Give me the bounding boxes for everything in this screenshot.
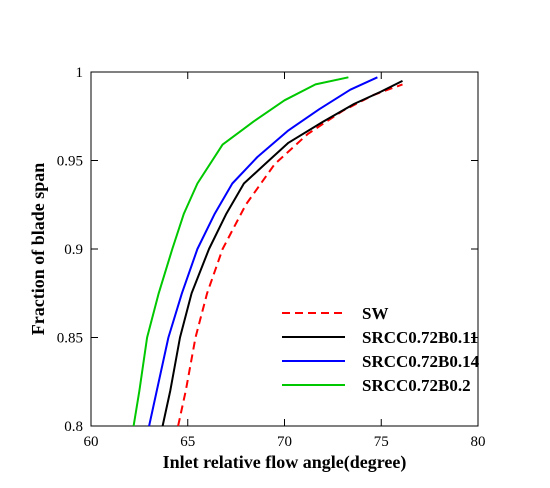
series-line-4 <box>132 76 349 427</box>
x-tick-label: 60 <box>84 434 99 450</box>
x-tick-label: 80 <box>471 434 486 450</box>
x-axis-title: Inlet relative flow angle(degree) <box>163 452 407 473</box>
legend-label: SW <box>362 304 388 323</box>
axis-ticks: 60 65 70 75 80 0.8 0.85 0.9 0.95 1 <box>57 65 486 450</box>
legend: SW SRCC0.72B0.11 SRCC0.72B0.14 SRCC0.72B0.2 <box>282 304 480 395</box>
y-tick-label: 0.95 <box>57 154 83 170</box>
x-tick-label: 70 <box>277 434 292 450</box>
y-axis-title: Fraction of blade span <box>28 163 48 336</box>
y-tick-label: 1 <box>76 65 84 81</box>
series-line-2 <box>161 80 403 427</box>
series-line-3 <box>148 76 378 427</box>
y-tick-label: 0.85 <box>57 331 83 347</box>
y-tick-label: 0.9 <box>64 242 83 258</box>
legend-label: SRCC0.72B0.11 <box>362 328 478 347</box>
legend-label: SRCC0.72B0.14 <box>362 352 480 371</box>
x-tick-label: 65 <box>180 434 195 450</box>
series-layer <box>132 76 403 427</box>
legend-label: SRCC0.72B0.2 <box>362 376 471 395</box>
y-tick-label: 0.8 <box>64 419 83 435</box>
x-tick-label: 75 <box>374 434 389 450</box>
